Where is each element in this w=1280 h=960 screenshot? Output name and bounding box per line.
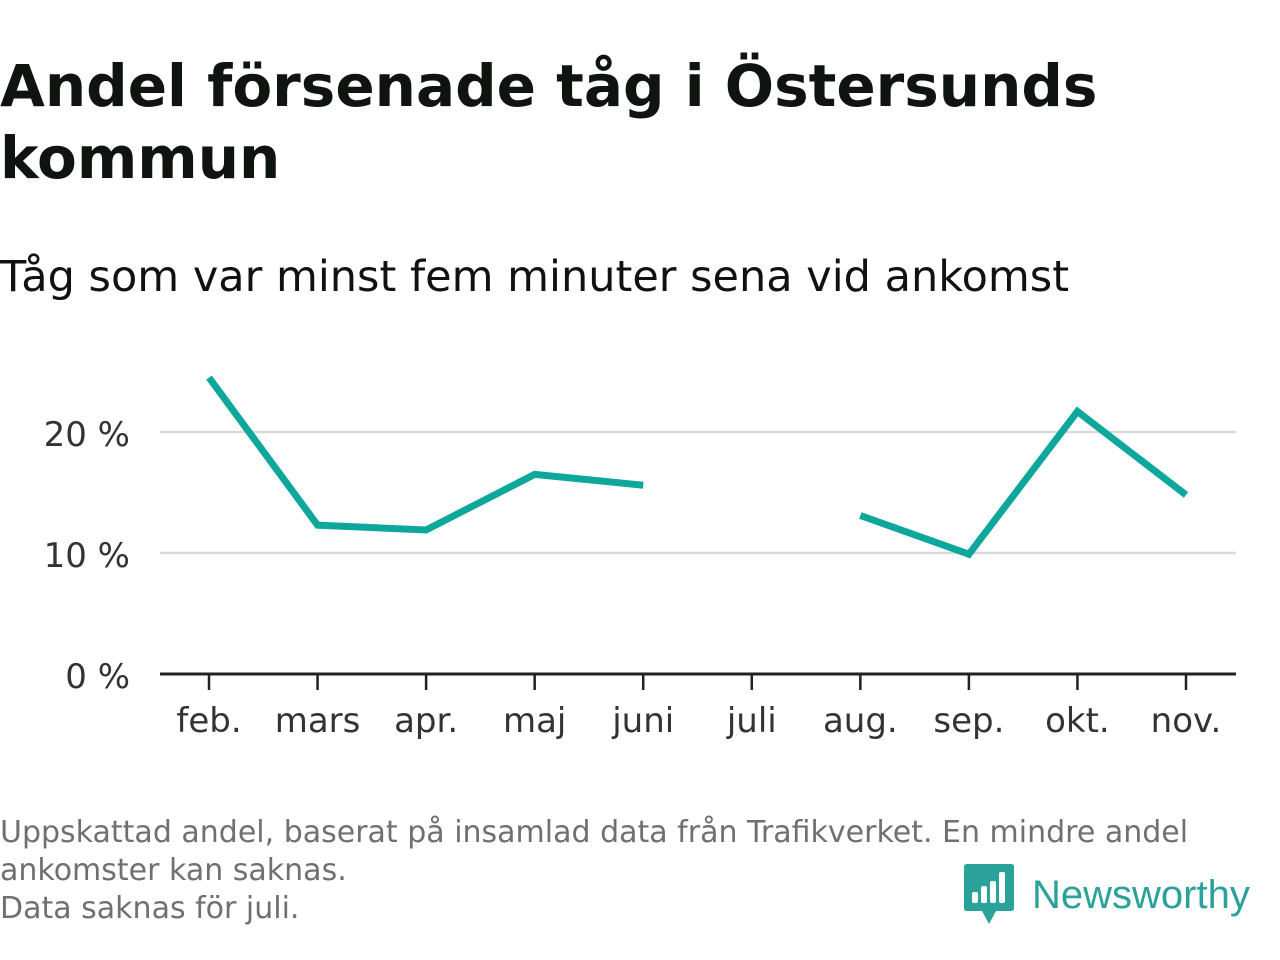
x-tick-label: juli: [726, 701, 777, 741]
x-tick-label: maj: [503, 701, 566, 741]
y-tick-label: 10 %: [44, 536, 130, 576]
x-tick-label: feb.: [176, 701, 241, 741]
brand-logo: Newsworthy: [964, 864, 1250, 926]
x-tick-label: mars: [275, 701, 361, 741]
brand-name: Newsworthy: [1032, 873, 1250, 917]
series-line-segment: [859, 406, 1189, 559]
chart-subtitle: Tåg som var minst fem minuter sena vid a…: [0, 252, 1070, 302]
x-tick-label: aug.: [823, 701, 898, 741]
y-tick-label: 20 %: [44, 415, 130, 455]
chart-title: Andel försenade tåg i Östersunds kommun: [0, 52, 1098, 192]
newsworthy-logo-icon: [964, 864, 1014, 924]
series-line-segment: [206, 375, 644, 534]
x-tick-label: juni: [611, 701, 674, 741]
footnote-line: ankomster kan saknas.: [0, 853, 347, 888]
x-tick-label: okt.: [1045, 701, 1110, 741]
x-tick-label: apr.: [394, 701, 458, 741]
x-tick-label: nov.: [1151, 701, 1222, 741]
footnote-line: Data saknas för juli.: [0, 891, 300, 926]
y-tick-label: 0 %: [65, 657, 130, 697]
footnote: Uppskattad andel, baserat på insamlad da…: [0, 814, 1265, 928]
footnote-line: Uppskattad andel, baserat på insamlad da…: [0, 815, 1189, 850]
x-tick-label: sep.: [933, 701, 1004, 741]
